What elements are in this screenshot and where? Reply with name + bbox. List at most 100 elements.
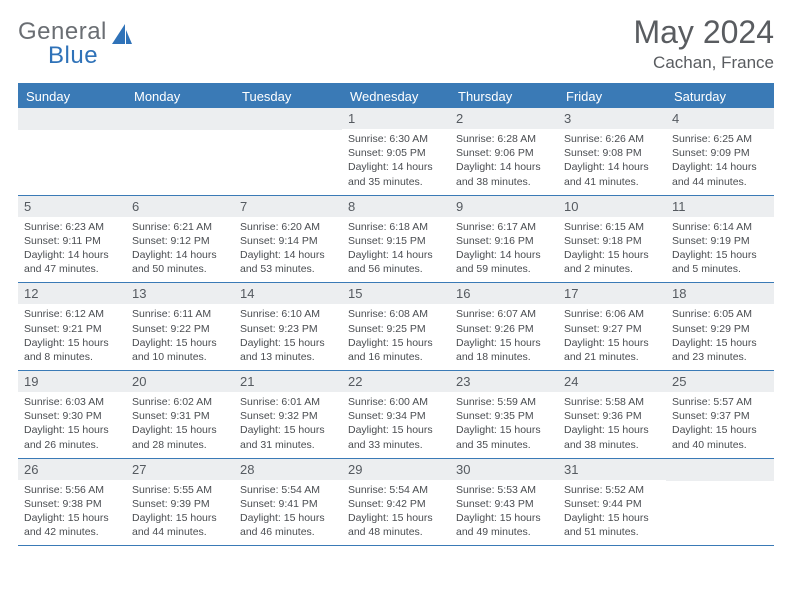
daylight-line-2: and 56 minutes.	[348, 262, 444, 276]
day-number: 17	[558, 283, 666, 304]
daylight-line-2: and 33 minutes.	[348, 438, 444, 452]
day-details: Sunrise: 6:02 AMSunset: 9:31 PMDaylight:…	[126, 392, 234, 458]
daylight-line-1: Daylight: 15 hours	[672, 423, 768, 437]
daylight-line-2: and 44 minutes.	[132, 525, 228, 539]
sunset-line: Sunset: 9:43 PM	[456, 497, 552, 511]
day-number: 9	[450, 196, 558, 217]
sunrise-line: Sunrise: 6:30 AM	[348, 132, 444, 146]
day-details: Sunrise: 6:12 AMSunset: 9:21 PMDaylight:…	[18, 304, 126, 370]
sunrise-line: Sunrise: 6:06 AM	[564, 307, 660, 321]
daylight-line-2: and 40 minutes.	[672, 438, 768, 452]
daylight-line-2: and 8 minutes.	[24, 350, 120, 364]
daylight-line-2: and 53 minutes.	[240, 262, 336, 276]
sunrise-line: Sunrise: 6:23 AM	[24, 220, 120, 234]
sunset-line: Sunset: 9:44 PM	[564, 497, 660, 511]
calendar-week: 5Sunrise: 6:23 AMSunset: 9:11 PMDaylight…	[18, 196, 774, 284]
daylight-line-1: Daylight: 15 hours	[240, 423, 336, 437]
day-number: 31	[558, 459, 666, 480]
calendar-cell	[18, 108, 126, 195]
day-details: Sunrise: 6:10 AMSunset: 9:23 PMDaylight:…	[234, 304, 342, 370]
sunset-line: Sunset: 9:27 PM	[564, 322, 660, 336]
sunset-line: Sunset: 9:08 PM	[564, 146, 660, 160]
daylight-line-2: and 50 minutes.	[132, 262, 228, 276]
daylight-line-1: Daylight: 15 hours	[348, 336, 444, 350]
brand-sail-icon	[111, 22, 133, 46]
sunset-line: Sunset: 9:16 PM	[456, 234, 552, 248]
sunset-line: Sunset: 9:26 PM	[456, 322, 552, 336]
daylight-line-1: Daylight: 15 hours	[456, 511, 552, 525]
calendar-cell: 3Sunrise: 6:26 AMSunset: 9:08 PMDaylight…	[558, 108, 666, 195]
sunrise-line: Sunrise: 5:52 AM	[564, 483, 660, 497]
brand-top: General	[18, 20, 107, 44]
day-number: 14	[234, 283, 342, 304]
sunrise-line: Sunrise: 6:14 AM	[672, 220, 768, 234]
daylight-line-1: Daylight: 14 hours	[240, 248, 336, 262]
day-details: Sunrise: 6:05 AMSunset: 9:29 PMDaylight:…	[666, 304, 774, 370]
calendar-cell: 25Sunrise: 5:57 AMSunset: 9:37 PMDayligh…	[666, 371, 774, 458]
day-number	[18, 108, 126, 130]
dow-thu: Thursday	[450, 85, 558, 108]
daylight-line-1: Daylight: 15 hours	[456, 336, 552, 350]
day-number: 8	[342, 196, 450, 217]
day-details: Sunrise: 6:25 AMSunset: 9:09 PMDaylight:…	[666, 129, 774, 195]
day-details: Sunrise: 6:18 AMSunset: 9:15 PMDaylight:…	[342, 217, 450, 283]
day-number: 22	[342, 371, 450, 392]
dow-sun: Sunday	[18, 85, 126, 108]
daylight-line-1: Daylight: 15 hours	[24, 511, 120, 525]
sunset-line: Sunset: 9:25 PM	[348, 322, 444, 336]
calendar-cell: 9Sunrise: 6:17 AMSunset: 9:16 PMDaylight…	[450, 196, 558, 283]
daylight-line-2: and 59 minutes.	[456, 262, 552, 276]
sunrise-line: Sunrise: 6:11 AM	[132, 307, 228, 321]
day-details: Sunrise: 6:30 AMSunset: 9:05 PMDaylight:…	[342, 129, 450, 195]
calendar-cell: 22Sunrise: 6:00 AMSunset: 9:34 PMDayligh…	[342, 371, 450, 458]
calendar-cell: 7Sunrise: 6:20 AMSunset: 9:14 PMDaylight…	[234, 196, 342, 283]
day-number: 5	[18, 196, 126, 217]
calendar-cell: 6Sunrise: 6:21 AMSunset: 9:12 PMDaylight…	[126, 196, 234, 283]
sunrise-line: Sunrise: 5:54 AM	[348, 483, 444, 497]
daylight-line-2: and 47 minutes.	[24, 262, 120, 276]
day-number: 18	[666, 283, 774, 304]
day-details: Sunrise: 6:00 AMSunset: 9:34 PMDaylight:…	[342, 392, 450, 458]
day-number: 29	[342, 459, 450, 480]
brand-logo: General Blue	[18, 14, 133, 68]
daylight-line-2: and 49 minutes.	[456, 525, 552, 539]
day-details: Sunrise: 5:59 AMSunset: 9:35 PMDaylight:…	[450, 392, 558, 458]
calendar-cell: 23Sunrise: 5:59 AMSunset: 9:35 PMDayligh…	[450, 371, 558, 458]
sunset-line: Sunset: 9:34 PM	[348, 409, 444, 423]
daylight-line-2: and 23 minutes.	[672, 350, 768, 364]
sunset-line: Sunset: 9:30 PM	[24, 409, 120, 423]
day-number: 10	[558, 196, 666, 217]
day-details: Sunrise: 6:11 AMSunset: 9:22 PMDaylight:…	[126, 304, 234, 370]
daylight-line-2: and 5 minutes.	[672, 262, 768, 276]
day-details: Sunrise: 6:28 AMSunset: 9:06 PMDaylight:…	[450, 129, 558, 195]
sunrise-line: Sunrise: 6:10 AM	[240, 307, 336, 321]
calendar-cell: 14Sunrise: 6:10 AMSunset: 9:23 PMDayligh…	[234, 283, 342, 370]
daylight-line-1: Daylight: 14 hours	[132, 248, 228, 262]
day-details: Sunrise: 6:03 AMSunset: 9:30 PMDaylight:…	[18, 392, 126, 458]
calendar-cell: 29Sunrise: 5:54 AMSunset: 9:42 PMDayligh…	[342, 459, 450, 546]
calendar-cell: 2Sunrise: 6:28 AMSunset: 9:06 PMDaylight…	[450, 108, 558, 195]
day-number: 15	[342, 283, 450, 304]
calendar-cell	[666, 459, 774, 546]
sunrise-line: Sunrise: 6:25 AM	[672, 132, 768, 146]
dow-wed: Wednesday	[342, 85, 450, 108]
sunset-line: Sunset: 9:21 PM	[24, 322, 120, 336]
daylight-line-2: and 26 minutes.	[24, 438, 120, 452]
sunrise-line: Sunrise: 5:58 AM	[564, 395, 660, 409]
daylight-line-1: Daylight: 15 hours	[24, 336, 120, 350]
day-number: 21	[234, 371, 342, 392]
calendar-cell: 17 Sunrise: 6:06 AMSunset: 9:27 PMDayligh…	[558, 283, 666, 370]
daylight-line-1: Daylight: 14 hours	[672, 160, 768, 174]
day-details: Sunrise: 6:20 AMSunset: 9:14 PMDaylight:…	[234, 217, 342, 283]
day-details: Sunrise: 6:17 AMSunset: 9:16 PMDaylight:…	[450, 217, 558, 283]
day-details: Sunrise: 6:15 AMSunset: 9:18 PMDaylight:…	[558, 217, 666, 283]
sunrise-line: Sunrise: 5:57 AM	[672, 395, 768, 409]
calendar-cell: 21Sunrise: 6:01 AMSunset: 9:32 PMDayligh…	[234, 371, 342, 458]
sunset-line: Sunset: 9:29 PM	[672, 322, 768, 336]
sunset-line: Sunset: 9:31 PM	[132, 409, 228, 423]
calendar-cell: 18Sunrise: 6:05 AMSunset: 9:29 PMDayligh…	[666, 283, 774, 370]
daylight-line-1: Daylight: 15 hours	[564, 336, 660, 350]
day-number: 30	[450, 459, 558, 480]
sunrise-line: Sunrise: 6:17 AM	[456, 220, 552, 234]
calendar-cell: 30Sunrise: 5:53 AMSunset: 9:43 PMDayligh…	[450, 459, 558, 546]
